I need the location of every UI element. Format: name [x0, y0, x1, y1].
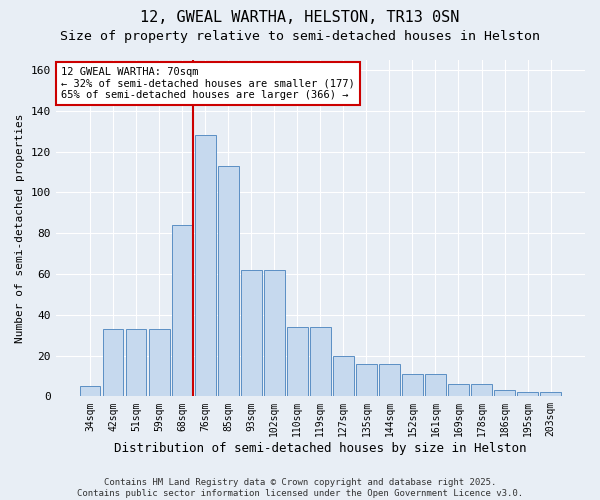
Bar — [425, 374, 446, 396]
Bar — [80, 386, 100, 396]
Bar — [471, 384, 492, 396]
Bar — [356, 364, 377, 396]
Bar — [172, 225, 193, 396]
Bar — [195, 136, 215, 396]
Text: Contains HM Land Registry data © Crown copyright and database right 2025.
Contai: Contains HM Land Registry data © Crown c… — [77, 478, 523, 498]
Bar — [310, 327, 331, 396]
Bar — [241, 270, 262, 396]
Bar — [149, 329, 170, 396]
Bar — [517, 392, 538, 396]
Bar — [126, 329, 146, 396]
Bar — [103, 329, 124, 396]
Y-axis label: Number of semi-detached properties: Number of semi-detached properties — [15, 114, 25, 343]
Bar — [264, 270, 284, 396]
Bar — [218, 166, 239, 396]
Bar — [287, 327, 308, 396]
Bar — [494, 390, 515, 396]
Bar — [379, 364, 400, 396]
Bar — [402, 374, 423, 396]
Bar — [333, 356, 354, 397]
X-axis label: Distribution of semi-detached houses by size in Helston: Distribution of semi-detached houses by … — [114, 442, 527, 455]
Bar — [540, 392, 561, 396]
Bar — [448, 384, 469, 396]
Text: 12 GWEAL WARTHA: 70sqm
← 32% of semi-detached houses are smaller (177)
65% of se: 12 GWEAL WARTHA: 70sqm ← 32% of semi-det… — [61, 66, 355, 100]
Text: Size of property relative to semi-detached houses in Helston: Size of property relative to semi-detach… — [60, 30, 540, 43]
Text: 12, GWEAL WARTHA, HELSTON, TR13 0SN: 12, GWEAL WARTHA, HELSTON, TR13 0SN — [140, 10, 460, 25]
